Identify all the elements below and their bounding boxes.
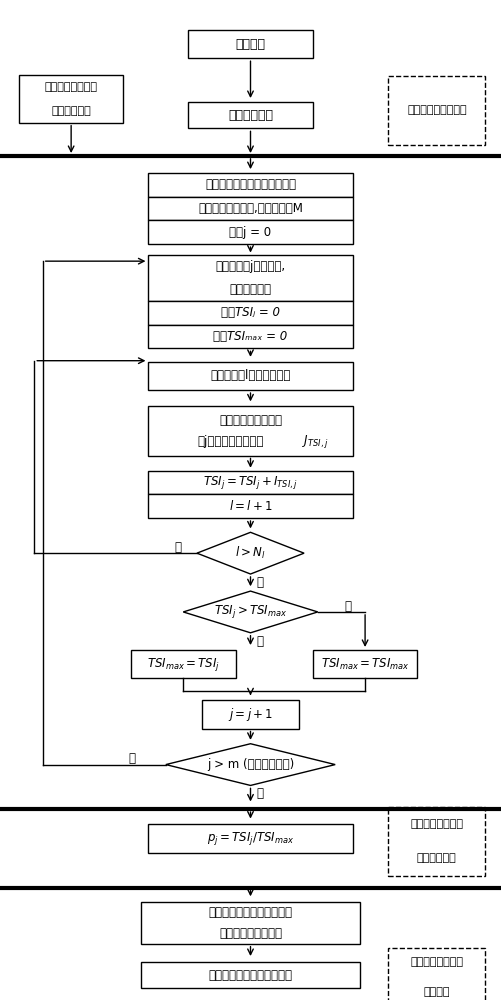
FancyBboxPatch shape [148, 325, 353, 348]
FancyBboxPatch shape [148, 471, 353, 494]
Text: $TSI_j=TSI_j+I_{TSI,j}$: $TSI_j=TSI_j+I_{TSI,j}$ [203, 474, 298, 491]
FancyBboxPatch shape [148, 362, 353, 390]
Polygon shape [166, 744, 335, 785]
Text: 参与因子部分: 参与因子部分 [417, 853, 457, 863]
Text: 设置TSIⱼ = 0: 设置TSIⱼ = 0 [221, 306, 280, 319]
Text: 潮流稳定数据文件: 潮流稳定数据文件 [45, 82, 98, 92]
Text: $l = l+1$: $l = l+1$ [228, 499, 273, 513]
FancyBboxPatch shape [148, 824, 353, 853]
Text: 调整无功源j无功出力,: 调整无功源j无功出力, [215, 260, 286, 273]
Text: 是: 是 [256, 576, 263, 589]
FancyBboxPatch shape [148, 197, 353, 220]
FancyBboxPatch shape [202, 700, 299, 729]
Text: 设置TSIₘₐₓ = 0: 设置TSIₘₐₓ = 0 [213, 330, 288, 343]
FancyBboxPatch shape [148, 494, 353, 518]
Text: 稳定结果文件: 稳定结果文件 [228, 109, 273, 122]
Text: 对关键故障l进行稳定计算: 对关键故障l进行稳定计算 [210, 369, 291, 382]
Text: 对所有稳定计算结果进行分析: 对所有稳定计算结果进行分析 [205, 178, 296, 191]
Text: $J_{TSI,j}$: $J_{TSI,j}$ [302, 433, 329, 450]
Text: $j=j+1$: $j=j+1$ [228, 706, 273, 723]
FancyBboxPatch shape [188, 102, 313, 128]
FancyBboxPatch shape [148, 406, 353, 456]
Text: 计算单个故障下无功: 计算单个故障下无功 [219, 414, 282, 427]
Text: 建立动态无功备用协调优化: 建立动态无功备用协调优化 [208, 906, 293, 919]
Text: 确定关键故障集合,关键故障数M: 确定关键故障集合,关键故障数M [198, 202, 303, 215]
FancyBboxPatch shape [148, 173, 353, 197]
Text: 否: 否 [128, 752, 135, 765]
Text: 是: 是 [256, 787, 263, 800]
Text: 采用遗传算法求解优化模型: 采用遗传算法求解优化模型 [208, 969, 293, 982]
Text: 源j的轨迹灵敏度指标: 源j的轨迹灵敏度指标 [197, 435, 264, 448]
Text: 否: 否 [344, 600, 351, 613]
Text: $TSI_{max}=TSI_{max}$: $TSI_{max}=TSI_{max}$ [321, 657, 409, 672]
FancyBboxPatch shape [388, 76, 485, 145]
Text: $l > N_l$: $l > N_l$ [235, 545, 266, 561]
FancyBboxPatch shape [141, 902, 360, 944]
Text: 稳定计算: 稳定计算 [235, 38, 266, 51]
Polygon shape [183, 591, 318, 633]
FancyBboxPatch shape [131, 650, 235, 678]
FancyBboxPatch shape [388, 948, 485, 1000]
FancyBboxPatch shape [388, 807, 485, 876]
FancyBboxPatch shape [188, 30, 313, 58]
Text: 是: 是 [256, 635, 263, 648]
Text: 求取无功源节点的: 求取无功源节点的 [410, 819, 463, 829]
Text: 优化部分: 优化部分 [423, 987, 450, 997]
FancyBboxPatch shape [148, 220, 353, 244]
FancyBboxPatch shape [148, 301, 353, 325]
Text: $TSI_j>TSI_{max}$: $TSI_j>TSI_{max}$ [214, 603, 287, 620]
Text: 配置问题的优化模型: 配置问题的优化模型 [219, 927, 282, 940]
FancyBboxPatch shape [313, 650, 417, 678]
Polygon shape [197, 532, 304, 574]
Text: 基础数据的准备部分: 基础数据的准备部分 [407, 105, 466, 115]
Text: 否: 否 [175, 541, 182, 554]
Text: 故障定义文件: 故障定义文件 [51, 106, 91, 116]
Text: j > m (所有无功源数): j > m (所有无功源数) [207, 758, 294, 771]
Text: 设置j = 0: 设置j = 0 [229, 226, 272, 239]
Text: 进行潮流计算: 进行潮流计算 [229, 283, 272, 296]
Text: 动态无功备用协调: 动态无功备用协调 [410, 957, 463, 967]
FancyBboxPatch shape [19, 75, 123, 123]
Text: $p_j=TSI_j/TSI_{max}$: $p_j=TSI_j/TSI_{max}$ [207, 830, 294, 847]
FancyBboxPatch shape [148, 255, 353, 301]
FancyBboxPatch shape [141, 962, 360, 988]
Text: $TSI_{max}=TSI_j$: $TSI_{max}=TSI_j$ [147, 656, 220, 673]
